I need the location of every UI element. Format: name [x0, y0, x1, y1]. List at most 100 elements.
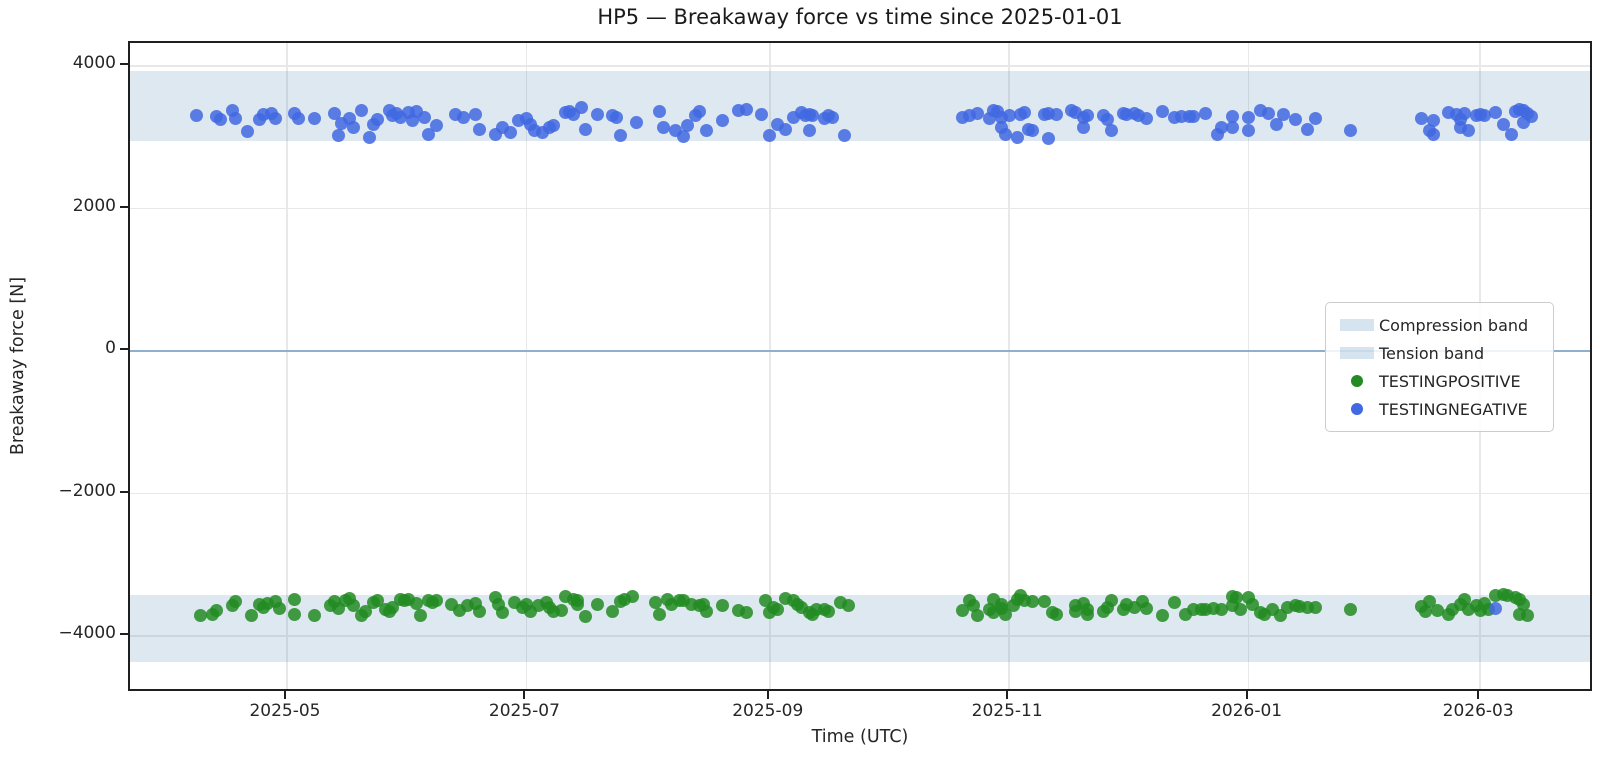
- legend-swatch-cell: [1335, 375, 1379, 387]
- y-tick-mark: [120, 205, 128, 208]
- scatter-point-testingnegative: [472, 122, 486, 136]
- scatter-point-testingnegative: [971, 106, 985, 120]
- scatter-point-testingnegative: [692, 104, 706, 118]
- x-tick-label: 2025-05: [249, 701, 321, 721]
- scatter-point-testingnegative: [1242, 123, 1256, 137]
- scatter-point-testingpositive: [739, 605, 753, 619]
- x-tick-label: 2025-07: [488, 701, 560, 721]
- x-tick-label: 2026-03: [1442, 701, 1514, 721]
- scatter-point-testingnegative: [1497, 117, 1511, 131]
- h-gridline: [130, 207, 1590, 210]
- legend-swatch-cell: [1335, 403, 1379, 415]
- y-tick-mark: [120, 490, 128, 493]
- scatter-point-testingnegative: [1049, 107, 1063, 121]
- y-tick-label: −4000: [58, 623, 116, 643]
- scatter-point-testingnegative: [292, 111, 306, 125]
- scatter-point-testingpositive: [1422, 594, 1436, 608]
- scatter-point-testingpositive: [1230, 590, 1244, 604]
- scatter-point-testingnegative: [778, 122, 792, 136]
- scatter-point-testingnegative: [213, 112, 227, 126]
- scatter-point-testingnegative: [629, 115, 643, 129]
- scatter-point-testingpositive: [272, 601, 286, 615]
- scatter-point-testingnegative: [574, 100, 588, 114]
- scatter-point-testingnegative: [347, 120, 361, 134]
- scatter-point-testingnegative: [307, 111, 321, 125]
- scatter-point-testingnegative: [327, 106, 341, 120]
- scatter-point-testingpositive: [1516, 597, 1530, 611]
- scatter-point-testingpositive: [288, 592, 302, 606]
- scatter-point-testingnegative: [1489, 105, 1503, 119]
- legend-dot-swatch: [1351, 403, 1363, 415]
- legend-entry: TESTINGNEGATIVE: [1335, 395, 1543, 423]
- scatter-point-testingpositive: [288, 607, 302, 621]
- y-tick-mark: [120, 633, 128, 635]
- scatter-point-testingnegative: [676, 129, 690, 143]
- scatter-point-testingnegative: [268, 111, 282, 125]
- zero-line: [130, 350, 1590, 353]
- scatter-point-testingpositive: [822, 604, 836, 618]
- scatter-point-testingnegative: [362, 130, 376, 144]
- scatter-point-testingnegative: [1269, 117, 1283, 131]
- scatter-point-testingnegative: [802, 123, 816, 137]
- scatter-point-testingpositive: [1308, 600, 1322, 614]
- scatter-point-testingnegative: [610, 110, 624, 124]
- scatter-point-testingnegative: [1344, 123, 1358, 137]
- scatter-point-testingpositive: [967, 598, 981, 612]
- scatter-point-testingpositive: [1081, 602, 1095, 616]
- x-tick-mark: [1006, 691, 1009, 699]
- scatter-point-testingnegative: [1277, 107, 1291, 121]
- scatter-point-testingpositive: [472, 604, 486, 618]
- scatter-point-testingnegative: [1426, 127, 1440, 141]
- scatter-point-testingpositive: [1038, 594, 1051, 608]
- scatter-point-testingnegative: [370, 112, 384, 126]
- scatter-point-testingpositive: [429, 593, 443, 607]
- scatter-point-testingnegative: [755, 107, 769, 121]
- v-gridline: [1247, 43, 1250, 689]
- scatter-point-testingnegative: [700, 123, 714, 137]
- scatter-point-testingnegative: [1002, 108, 1016, 122]
- legend: Compression band Tension band TESTINGPOSIT…: [1325, 302, 1554, 432]
- scatter-point-testingnegative: [1226, 109, 1240, 123]
- scatter-point-testingnegative: [657, 120, 671, 134]
- scatter-point-testingpositive: [1026, 594, 1040, 608]
- legend-band-swatch: [1340, 347, 1374, 359]
- h-gridline: [130, 65, 1590, 67]
- x-tick-mark: [1477, 691, 1480, 699]
- scatter-point-testingnegative: [614, 128, 628, 142]
- scatter-point-testingnegative: [1140, 111, 1154, 125]
- scatter-point-testingnegative: [1457, 106, 1471, 120]
- v-gridline: [286, 43, 288, 689]
- scatter-point-testingpositive: [570, 593, 584, 607]
- scatter-point-testingpositive: [1104, 593, 1118, 607]
- scatter-point-testingpositive: [1214, 602, 1228, 616]
- scatter-point-testingnegative: [837, 128, 851, 142]
- scatter-point-testingnegative: [1104, 123, 1118, 137]
- scatter-point-testingpositive: [590, 597, 604, 611]
- scatter-point-testingpositive: [1430, 603, 1444, 617]
- scatter-point-testingnegative: [229, 111, 243, 125]
- scatter-point-testingnegative: [190, 108, 204, 122]
- scatter-point-testingpositive: [307, 608, 321, 622]
- scatter-point-testingpositive: [971, 608, 985, 622]
- scatter-point-testingnegative: [241, 124, 255, 138]
- x-tick-mark: [1245, 691, 1248, 699]
- legend-label: TESTINGNEGATIVE: [1379, 399, 1528, 419]
- scatter-point-testingnegative: [806, 108, 820, 122]
- legend-label: TESTINGPOSITIVE: [1379, 371, 1521, 391]
- scatter-point-testingnegative: [331, 128, 345, 142]
- legend-dot-swatch: [1351, 375, 1363, 387]
- scatter-point-testingpositive: [1418, 604, 1432, 618]
- scatter-point-testingpositive: [578, 610, 592, 624]
- v-gridline: [1008, 43, 1010, 689]
- scatter-point-testingnegative: [1155, 104, 1169, 118]
- scatter-point-testingnegative: [998, 127, 1012, 141]
- scatter-point-testingpositive: [998, 607, 1012, 621]
- scatter-point-testingpositive: [370, 593, 384, 607]
- scatter-point-testingpositive: [413, 608, 427, 622]
- scatter-point-testingnegative: [1198, 106, 1212, 120]
- scatter-point-testingpositive: [1155, 608, 1169, 622]
- v-gridline: [769, 43, 771, 689]
- scatter-point-testingnegative: [457, 110, 471, 124]
- scatter-point-testingpositive: [1457, 592, 1471, 606]
- scatter-point-testingpositive: [771, 602, 785, 616]
